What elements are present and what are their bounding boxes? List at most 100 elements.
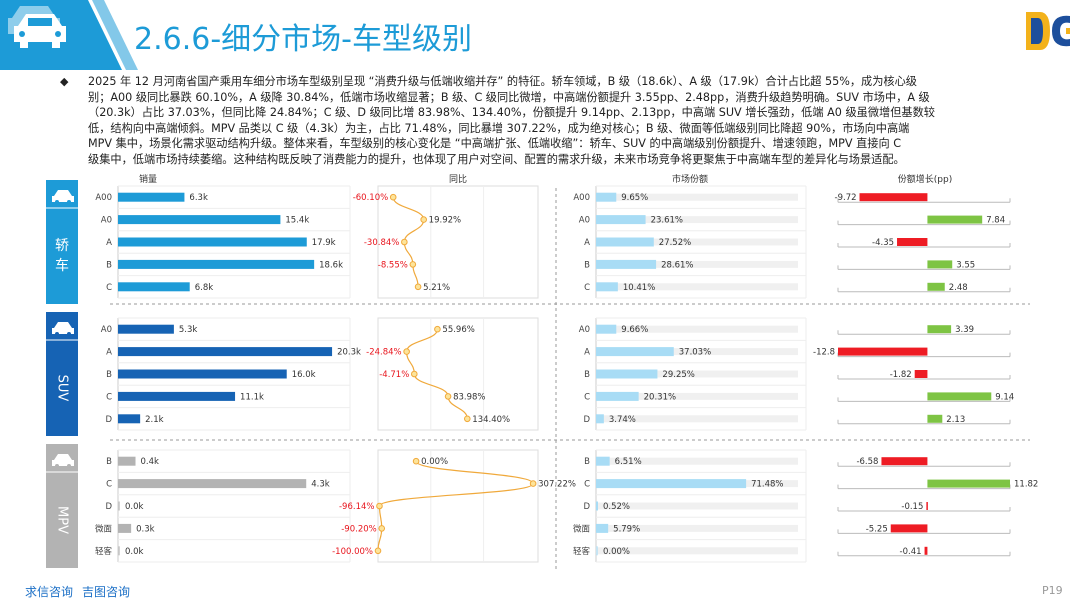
chart-MPV-3: -6.58 11.82 -0.15 -5.25 -0.41 [837,457,1038,557]
data-label: 37.03% [679,348,711,358]
bar [596,479,747,489]
yoy-label: 83.98% [453,392,485,402]
category-label: A00 [95,193,112,203]
category-label: A0 [101,325,112,335]
bar [596,546,598,556]
bar [596,523,609,533]
yoy-point [414,283,422,291]
yoy-label: 134.40% [472,415,510,425]
bar [596,456,610,466]
bar [927,260,953,269]
summary-line: 低，结构向中高端倾斜。MPV 品类以 C 级（4.3k）为主，占比 71.48%… [88,121,910,135]
summary-bullet: ◆ [60,75,69,88]
bar [596,215,646,225]
data-label: 2.48 [949,283,968,293]
data-label: -0.41 [900,547,922,557]
column-header-sales: 销量 [139,173,157,185]
chart-轿车-3: -9.72 7.84 -4.35 3.55 2.48 [835,193,1011,293]
bar [924,546,928,555]
mpv-icon [52,454,74,468]
group-label-1: SUV [46,312,78,436]
category-label: D [583,415,590,425]
bar [118,215,281,225]
data-label: -0.15 [901,502,923,512]
bar [118,414,141,424]
data-label: 4.3k [311,480,330,490]
data-label: 20.31% [644,392,676,402]
yoy-label: 55.96% [442,325,474,335]
column-header-share_change: 份额增长(pp) [898,173,952,185]
yoy-label: -90.20% [341,524,376,534]
dcar-logo-icon [1026,12,1070,50]
bar [859,193,928,202]
bar-track [596,502,798,510]
column-header-yoy: 同比 [449,173,467,185]
chart-SUV-3: 3.39 -12.8 -1.82 9.14 2.13 [813,325,1014,425]
bar [118,259,315,269]
data-label: 27.52% [659,238,691,248]
data-label: 2.1k [145,415,164,425]
category-label: C [106,283,112,293]
data-label: -5.25 [866,524,888,534]
category-label: A [106,348,112,358]
data-label: 0.4k [141,457,160,467]
bar [927,392,992,401]
data-label: 20.3k [337,348,361,358]
group-label-text: MPV [55,506,70,534]
category-label: 轻客 [573,546,591,557]
category-label: B [106,260,112,270]
data-label: -6.58 [856,457,878,467]
yoy-point [378,525,386,532]
category-label: B [106,457,112,467]
data-label: 29.25% [662,370,694,380]
chart-SUV-0: A0 A B C D 5.3k 20.3k 16.0k 11.1k 2.1k [101,317,361,431]
bar [596,282,618,292]
bar [927,479,1010,488]
footer-link-qiuxin[interactable]: 求信咨询 [25,585,74,599]
yoy-label: -100.00% [332,547,373,557]
bar [118,479,307,489]
group-label-text: SUV [55,375,70,402]
bar-track [596,283,798,291]
category-label: A [584,348,590,358]
yoy-point [412,457,420,465]
yoy-label: 307.22% [538,480,576,490]
data-label: 6.51% [615,457,642,467]
group-label-2: MPV [46,444,78,568]
bar [596,414,604,424]
sedan-icon [52,190,74,204]
yoy-point [401,238,408,246]
group-label-0: 轿车 [46,180,78,304]
sedan-icon-wheel [55,200,59,204]
category-label: C [584,283,590,293]
category-label: B [584,260,590,270]
bar [596,259,657,269]
yoy-point [444,393,452,400]
mpv-icon-wheel [67,464,71,468]
page-number: P19 [1042,584,1063,597]
category-label: B [106,370,112,380]
yoy-label: -96.14% [339,502,374,512]
data-label: 28.61% [661,260,693,270]
bar [596,237,654,247]
yoy-point [420,216,427,223]
sedan-icon-body [52,190,74,202]
summary-line: MPV 集中，场景化需求驱动结构升级。整体来看，车型级别的核心变化是 “中高端扩… [88,137,902,150]
footer-link-jitu[interactable]: 吉图咨询 [82,585,131,599]
yoy-label: 19.92% [429,216,461,226]
yoy-point [376,502,383,510]
data-label: 10.41% [623,283,655,293]
data-label: 11.82 [1014,480,1038,490]
bar [596,391,639,401]
bar-track [596,547,798,555]
category-label: B [584,457,590,467]
column-header-share: 市场份额 [672,173,708,185]
plot-frame [377,185,539,299]
yoy-label: 5.21% [423,283,450,293]
summary-line: 级集中，低端市场持续萎缩。这种结构既反映了消费能力的提升，也体现了用户对空间、配… [88,152,905,166]
plot-frame [377,449,539,563]
yoy-label: -30.84% [364,238,399,248]
data-label: 3.74% [609,415,636,425]
category-label: A [584,238,590,248]
